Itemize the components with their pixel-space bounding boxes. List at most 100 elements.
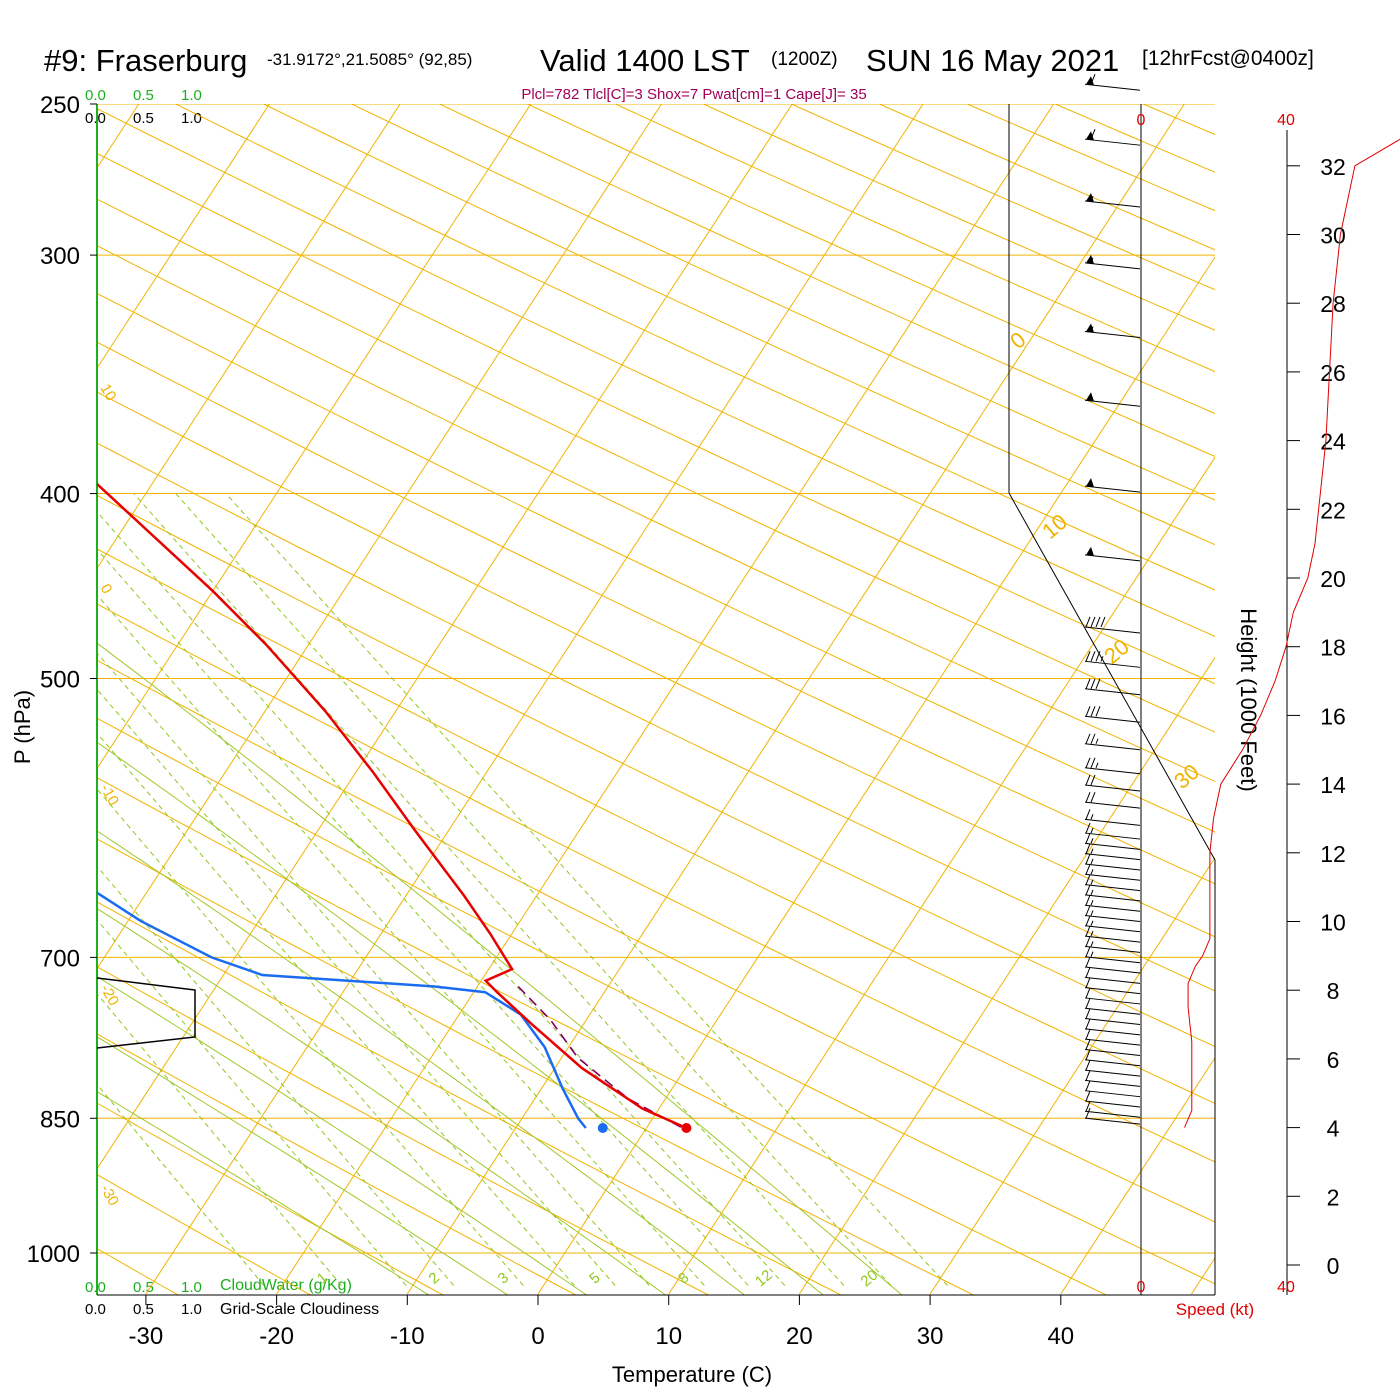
wind-barb bbox=[1084, 478, 1141, 493]
moist-adiabat bbox=[97, 975, 588, 1295]
mixing-ratio-line bbox=[97, 652, 650, 1286]
wind-barb-staff bbox=[1084, 884, 1141, 892]
mixing-ratio-line bbox=[97, 732, 575, 1286]
moist-adiabat bbox=[97, 1091, 430, 1295]
temperature-tick-label: -30 bbox=[129, 1323, 164, 1350]
wind-speed-panel: 0246810121416182022242628303200404080801… bbox=[1137, 112, 1400, 1296]
y-axis-title: P (hPa) bbox=[10, 690, 35, 764]
height-tick-label: 20 bbox=[1320, 566, 1346, 592]
wind-barb-flag bbox=[1090, 733, 1096, 744]
isotherm bbox=[97, 104, 271, 370]
wind-barb-flag bbox=[1085, 884, 1091, 896]
wind-barb-flag bbox=[1085, 853, 1091, 865]
pressure-tick-label: 250 bbox=[40, 92, 80, 119]
wind-barb-flag bbox=[1085, 822, 1091, 834]
wind-barb-staff bbox=[1084, 925, 1141, 933]
wind-barb-flag bbox=[1090, 129, 1096, 140]
dry-adiabat bbox=[97, 901, 843, 1295]
wind-barb-staff bbox=[1084, 1059, 1141, 1067]
isotherm bbox=[145, 104, 924, 1295]
wind-barb-flag bbox=[1085, 809, 1091, 820]
wind-barb-flag bbox=[1085, 987, 1091, 999]
isotherm-label: -30 bbox=[97, 1182, 123, 1209]
wind-barb bbox=[1084, 977, 1141, 995]
dry-adiabat bbox=[97, 494, 1215, 1048]
wind-barb bbox=[1084, 774, 1141, 792]
wind-barb-pennant bbox=[1086, 546, 1094, 556]
wind-barb-flag bbox=[1100, 616, 1106, 628]
wind-barb-staff bbox=[1084, 767, 1141, 775]
wind-barb-half bbox=[1090, 869, 1094, 875]
height-tick-label: 0 bbox=[1327, 1253, 1340, 1279]
wind-barb bbox=[1084, 1090, 1141, 1108]
wind-barb-flag bbox=[1085, 936, 1091, 947]
wind-barb-staff bbox=[1084, 842, 1141, 850]
wind-barb-staff bbox=[1084, 863, 1141, 871]
wind-barb-flag bbox=[1085, 843, 1091, 854]
wind-barb bbox=[1084, 925, 1141, 943]
wind-barb-half bbox=[1090, 326, 1094, 332]
dry-adiabat bbox=[614, 104, 1215, 373]
pressure-tick-label: 850 bbox=[40, 1106, 80, 1133]
wind-barb-flag bbox=[1095, 706, 1101, 717]
dry-adiabat bbox=[97, 341, 1215, 885]
wind-barb-staff bbox=[1084, 904, 1141, 912]
moist-adiabat bbox=[97, 830, 746, 1295]
wind-barb-flag bbox=[1085, 1090, 1091, 1102]
wind-barb bbox=[1084, 874, 1141, 892]
height-tick-label: 6 bbox=[1327, 1047, 1340, 1073]
wind-barb-half bbox=[1090, 858, 1094, 865]
wind-barb bbox=[1084, 706, 1141, 723]
site-coords: -31.9172°,21.5085° (92,85) bbox=[267, 50, 472, 69]
pressure-tick-label: 500 bbox=[40, 667, 80, 694]
dry-adiabat bbox=[97, 442, 1215, 992]
temperature-tick-label: 20 bbox=[786, 1323, 813, 1350]
temperature-tick-label: 0 bbox=[531, 1323, 544, 1350]
isotherm bbox=[97, 104, 140, 169]
wind-barb bbox=[1084, 853, 1141, 871]
wind-barb bbox=[1084, 884, 1141, 902]
wind-barb-staff bbox=[1084, 1018, 1141, 1026]
mixing-ratio-line bbox=[133, 493, 845, 1286]
wind-barb-staff bbox=[1084, 715, 1141, 723]
height-tick-label: 24 bbox=[1320, 429, 1346, 455]
wind-barb-flag bbox=[1085, 733, 1091, 744]
wind-barb-staff bbox=[1084, 956, 1141, 964]
surface-dewpoint-dot bbox=[597, 1122, 608, 1133]
wind-barb bbox=[1084, 1008, 1141, 1026]
wind-barb-staff bbox=[1084, 935, 1141, 943]
height-tick-label: 10 bbox=[1320, 910, 1346, 936]
surface-temperature-dot bbox=[681, 1122, 692, 1133]
cloud-scale-top: 0.0 0.5 1.0 0.0 0.5 1.0 bbox=[85, 87, 202, 127]
cloudwater-tick: 1.0 bbox=[181, 87, 202, 104]
wind-barb-pennant bbox=[1086, 392, 1094, 402]
mixing-ratio-label: 5 bbox=[586, 1269, 603, 1287]
mixing-ratio-line bbox=[97, 788, 524, 1286]
isotherm bbox=[798, 656, 1215, 1295]
wind-barb-staff bbox=[1084, 987, 1141, 995]
isotherm bbox=[1191, 1257, 1215, 1295]
cloudiness-label: Grid-Scale Cloudiness bbox=[220, 1301, 379, 1318]
wind-barb-half bbox=[1090, 195, 1094, 202]
wind-barb-flag bbox=[1085, 1049, 1091, 1060]
height-tick-label: 32 bbox=[1320, 154, 1346, 180]
height-tick-label: 4 bbox=[1327, 1116, 1340, 1142]
wind-barb-flag bbox=[1095, 651, 1101, 662]
height-tick-label: 14 bbox=[1320, 772, 1346, 798]
cloudwater-tick: 0.0 bbox=[85, 87, 106, 104]
wind-barb bbox=[1084, 1028, 1141, 1046]
wind-barb-flag bbox=[1085, 874, 1091, 885]
wind-barb-flag bbox=[1085, 1028, 1091, 1040]
wind-barb bbox=[1084, 74, 1141, 91]
dry-adiabat bbox=[97, 1173, 312, 1295]
cloudwater-tick: 0.5 bbox=[133, 1279, 154, 1296]
wind-barb bbox=[1084, 323, 1141, 339]
dry-adiabat bbox=[1053, 104, 1215, 173]
wind-barb-staff bbox=[1084, 1079, 1141, 1087]
wind-barb-staff bbox=[1084, 1038, 1141, 1046]
wind-barb-staff bbox=[1084, 997, 1141, 1005]
wind-barb bbox=[1084, 967, 1141, 984]
wind-barb-flag bbox=[1090, 74, 1096, 85]
height-tick-label: 16 bbox=[1320, 703, 1346, 729]
